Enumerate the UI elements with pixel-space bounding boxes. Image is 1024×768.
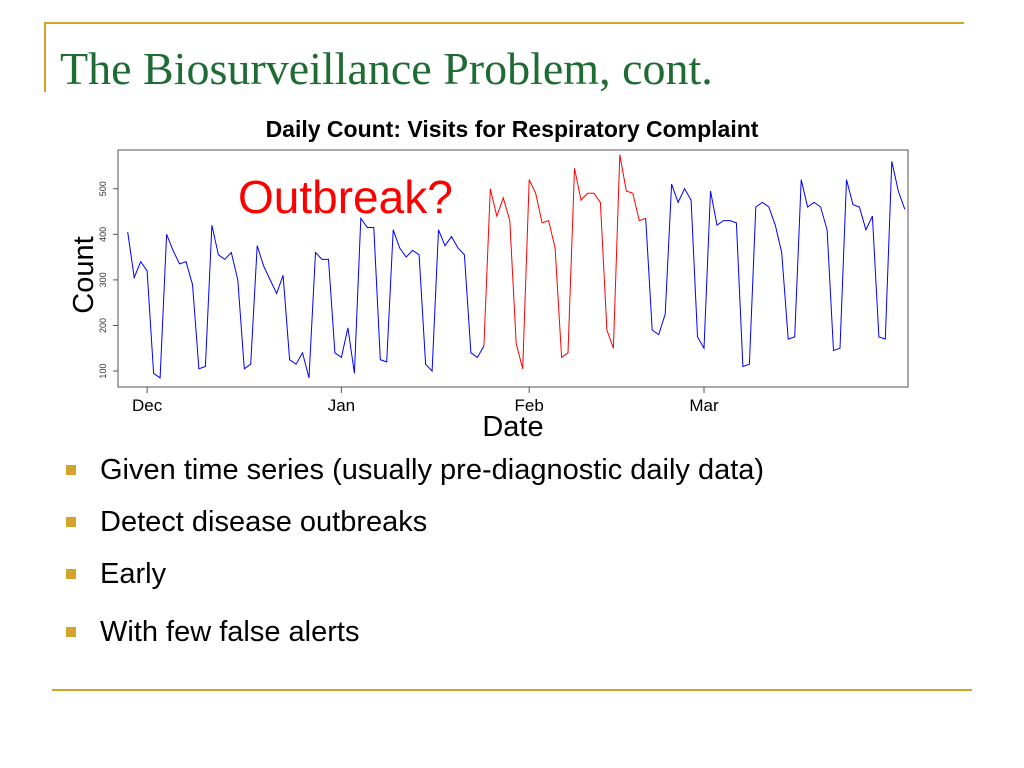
bullet-text: Given time series (usually pre-diagnosti… <box>100 454 765 486</box>
chart-title: Daily Count: Visits for Respiratory Comp… <box>266 116 759 142</box>
x-tick-label: Jan <box>328 396 355 415</box>
bullet-item: Given time series (usually pre-diagnosti… <box>60 450 764 502</box>
bullet-list: Given time series (usually pre-diagnosti… <box>60 450 764 664</box>
xlabel: Date <box>482 411 543 443</box>
outbreak-annotation: Outbreak? <box>238 171 453 223</box>
y-tick-label: 100 <box>98 364 108 379</box>
y-tick-label: 300 <box>98 272 108 287</box>
slide-title: The Biosurveillance Problem, cont. <box>60 43 713 94</box>
plot-frame <box>117 149 909 388</box>
x-tick-label: Feb <box>515 396 544 415</box>
bullet-square-icon <box>66 517 76 527</box>
y-tick-label: 400 <box>98 227 108 242</box>
x-tick-label: Dec <box>132 396 163 415</box>
series-line-0 <box>127 216 485 379</box>
y-tick-label: 200 <box>98 318 108 333</box>
bullet-text: With few false alerts <box>100 616 360 648</box>
bottom-rule <box>52 689 972 691</box>
series-layer <box>127 154 906 379</box>
bullet-square-icon <box>66 569 76 579</box>
top-rule <box>44 22 964 24</box>
y-tick-label: 500 <box>98 181 108 196</box>
bullet-text: Detect disease outbreaks <box>100 506 428 538</box>
bullet-text: Early <box>100 558 167 590</box>
x-tick-label: Mar <box>689 396 719 415</box>
ylabel: Count <box>68 236 100 313</box>
y-axis: 100 200 300 400 500 <box>98 181 118 379</box>
outbreak-series-line <box>483 154 646 369</box>
bullet-square-icon <box>66 627 76 637</box>
bullet-square-icon <box>66 465 76 475</box>
bullet-item: Early <box>60 554 764 612</box>
x-axis: Dec Jan Feb Mar <box>132 387 719 415</box>
bullet-item: Detect disease outbreaks <box>60 502 764 554</box>
series-line-2 <box>645 161 906 368</box>
line-chart: Daily Count: Visits for Respiratory Comp… <box>68 116 909 443</box>
left-rule <box>44 22 46 92</box>
bullet-item: With few false alerts <box>60 612 764 664</box>
